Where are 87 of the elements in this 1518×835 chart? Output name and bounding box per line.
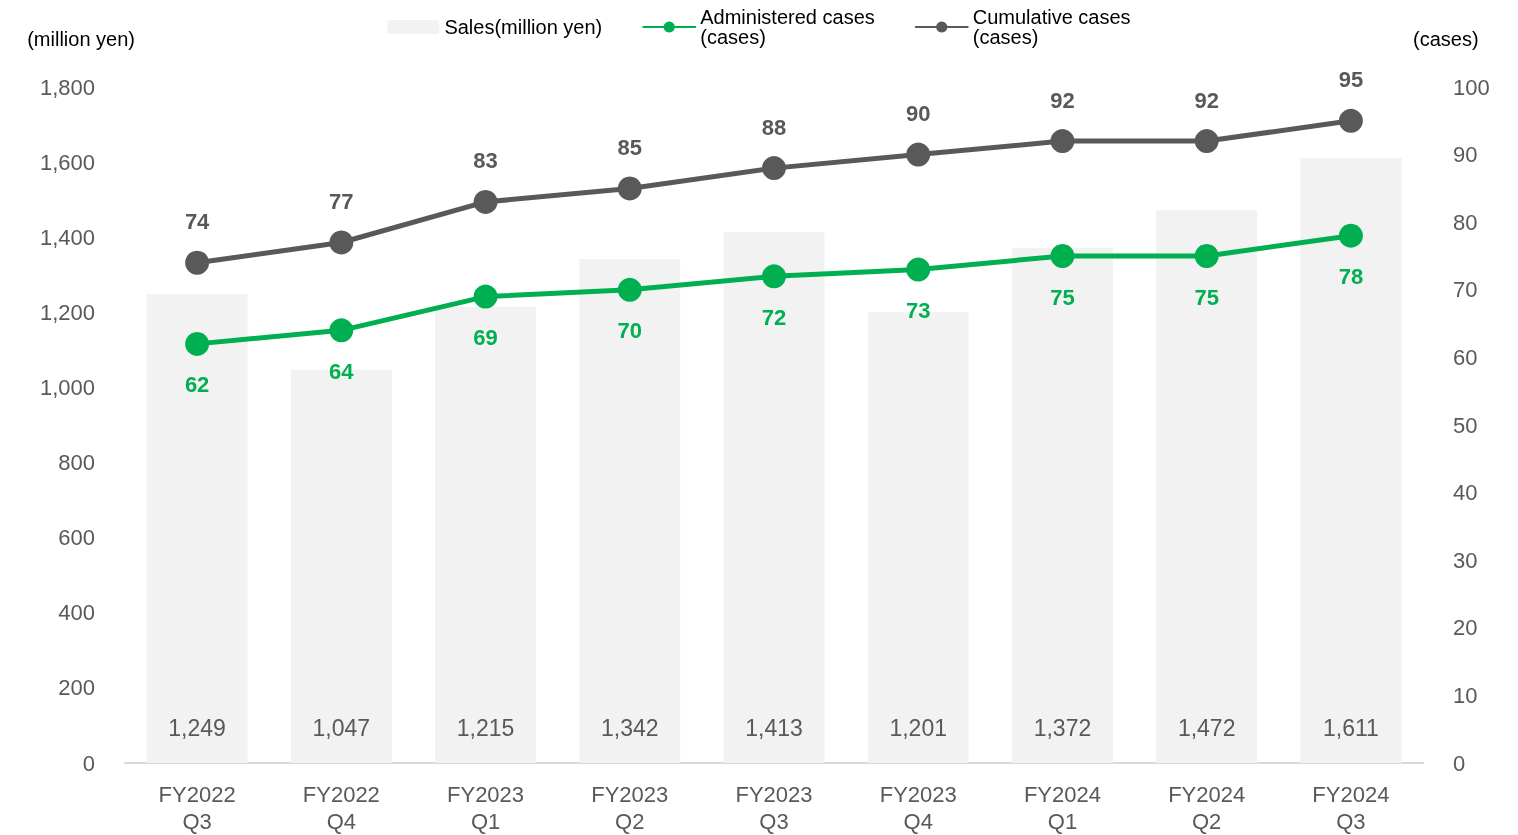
y2-tick-label: 30 bbox=[1453, 547, 1478, 573]
y2-tick-label: 40 bbox=[1453, 480, 1478, 506]
data-label: 95 bbox=[1338, 67, 1364, 93]
y2-tick-label: 100 bbox=[1453, 74, 1490, 100]
bar bbox=[1011, 247, 1113, 763]
point bbox=[762, 264, 786, 289]
data-label: 1,413 bbox=[745, 714, 803, 741]
point bbox=[1050, 244, 1075, 268]
data-label: 88 bbox=[761, 114, 787, 140]
data-label: 90 bbox=[905, 101, 931, 127]
point bbox=[1050, 129, 1075, 154]
y2-tick-label: 90 bbox=[1453, 142, 1478, 168]
data-label: 1,372 bbox=[1033, 714, 1092, 741]
data-label: 72 bbox=[761, 304, 787, 330]
bar bbox=[1300, 157, 1402, 763]
x-tick-label: FY2023 Q4 bbox=[879, 782, 957, 834]
y-tick-label: 1,800 bbox=[39, 74, 95, 100]
point bbox=[906, 142, 931, 167]
y2-tick-label: 70 bbox=[1453, 277, 1478, 303]
data-label: 70 bbox=[617, 318, 643, 344]
data-label: 78 bbox=[1338, 264, 1364, 290]
data-label: 1,342 bbox=[601, 714, 659, 741]
bar bbox=[579, 259, 681, 763]
point bbox=[1338, 108, 1363, 133]
point bbox=[329, 318, 354, 343]
point bbox=[185, 331, 210, 356]
data-label: 1,047 bbox=[312, 714, 371, 741]
data-label: 62 bbox=[184, 372, 210, 398]
y-tick-label: 1,600 bbox=[39, 149, 95, 175]
y-tick-label: 1,000 bbox=[39, 374, 95, 400]
y2-tick-label: 0 bbox=[1453, 750, 1466, 776]
y-tick-label: 0 bbox=[82, 750, 95, 776]
data-label: 92 bbox=[1050, 87, 1075, 113]
point bbox=[617, 277, 642, 302]
y2-tick-label: 20 bbox=[1453, 615, 1478, 641]
bar bbox=[146, 293, 248, 763]
data-label: 1,472 bbox=[1177, 714, 1236, 741]
data-label: 69 bbox=[473, 325, 498, 351]
y-axis-title: (million yen) bbox=[27, 28, 135, 50]
y-tick-label: 400 bbox=[58, 600, 95, 626]
point bbox=[906, 257, 931, 282]
y2-axis-title: (cases) bbox=[1413, 28, 1479, 50]
point bbox=[473, 189, 498, 214]
x-tick-label: FY2023 Q1 bbox=[447, 782, 525, 834]
data-label: 83 bbox=[473, 148, 498, 174]
legend-label: Sales(million yen) bbox=[444, 16, 603, 38]
y-tick-label: 800 bbox=[58, 450, 95, 476]
data-label: 85 bbox=[617, 134, 643, 160]
y-tick-label: 600 bbox=[58, 525, 95, 551]
point bbox=[1194, 129, 1219, 154]
point bbox=[185, 250, 210, 275]
data-label: 1,249 bbox=[168, 714, 226, 741]
data-label: 1,611 bbox=[1322, 714, 1379, 741]
y-tick-label: 200 bbox=[58, 675, 95, 701]
legend-label: Administered cases (cases) bbox=[700, 6, 875, 48]
bar bbox=[723, 232, 825, 763]
data-label: 77 bbox=[329, 188, 354, 214]
y-tick-label: 1,200 bbox=[39, 299, 95, 325]
data-label: 1,201 bbox=[889, 714, 947, 741]
x-tick-label: FY2024 Q3 bbox=[1312, 782, 1390, 834]
data-label: 1,215 bbox=[456, 714, 515, 741]
y-tick-label: 1,400 bbox=[39, 224, 95, 250]
point bbox=[329, 230, 354, 255]
point bbox=[1194, 244, 1219, 268]
x-tick-label: FY2023 Q3 bbox=[735, 782, 813, 834]
point bbox=[1338, 223, 1363, 248]
bar bbox=[435, 306, 537, 763]
data-label: 74 bbox=[184, 209, 211, 235]
data-label: 75 bbox=[1194, 284, 1219, 310]
point bbox=[762, 156, 786, 181]
data-label: 92 bbox=[1194, 87, 1219, 113]
point bbox=[473, 284, 498, 309]
x-tick-label: FY2022 Q4 bbox=[302, 782, 380, 834]
data-label: 75 bbox=[1050, 284, 1075, 310]
x-tick-label: FY2024 Q1 bbox=[1023, 782, 1101, 834]
legend-label: Cumulative cases (cases) bbox=[972, 6, 1131, 48]
y2-tick-label: 50 bbox=[1453, 412, 1478, 438]
bar bbox=[1156, 210, 1258, 763]
x-tick-label: FY2023 Q2 bbox=[591, 782, 669, 834]
data-label: 73 bbox=[905, 298, 931, 324]
y2-tick-label: 60 bbox=[1453, 344, 1478, 370]
point bbox=[617, 176, 642, 201]
x-tick-label: FY2024 Q2 bbox=[1168, 782, 1246, 834]
x-tick-label: FY2022 Q3 bbox=[158, 782, 236, 834]
y2-tick-label: 10 bbox=[1453, 682, 1478, 708]
y2-tick-label: 80 bbox=[1453, 209, 1478, 235]
data-label: 64 bbox=[329, 358, 355, 384]
